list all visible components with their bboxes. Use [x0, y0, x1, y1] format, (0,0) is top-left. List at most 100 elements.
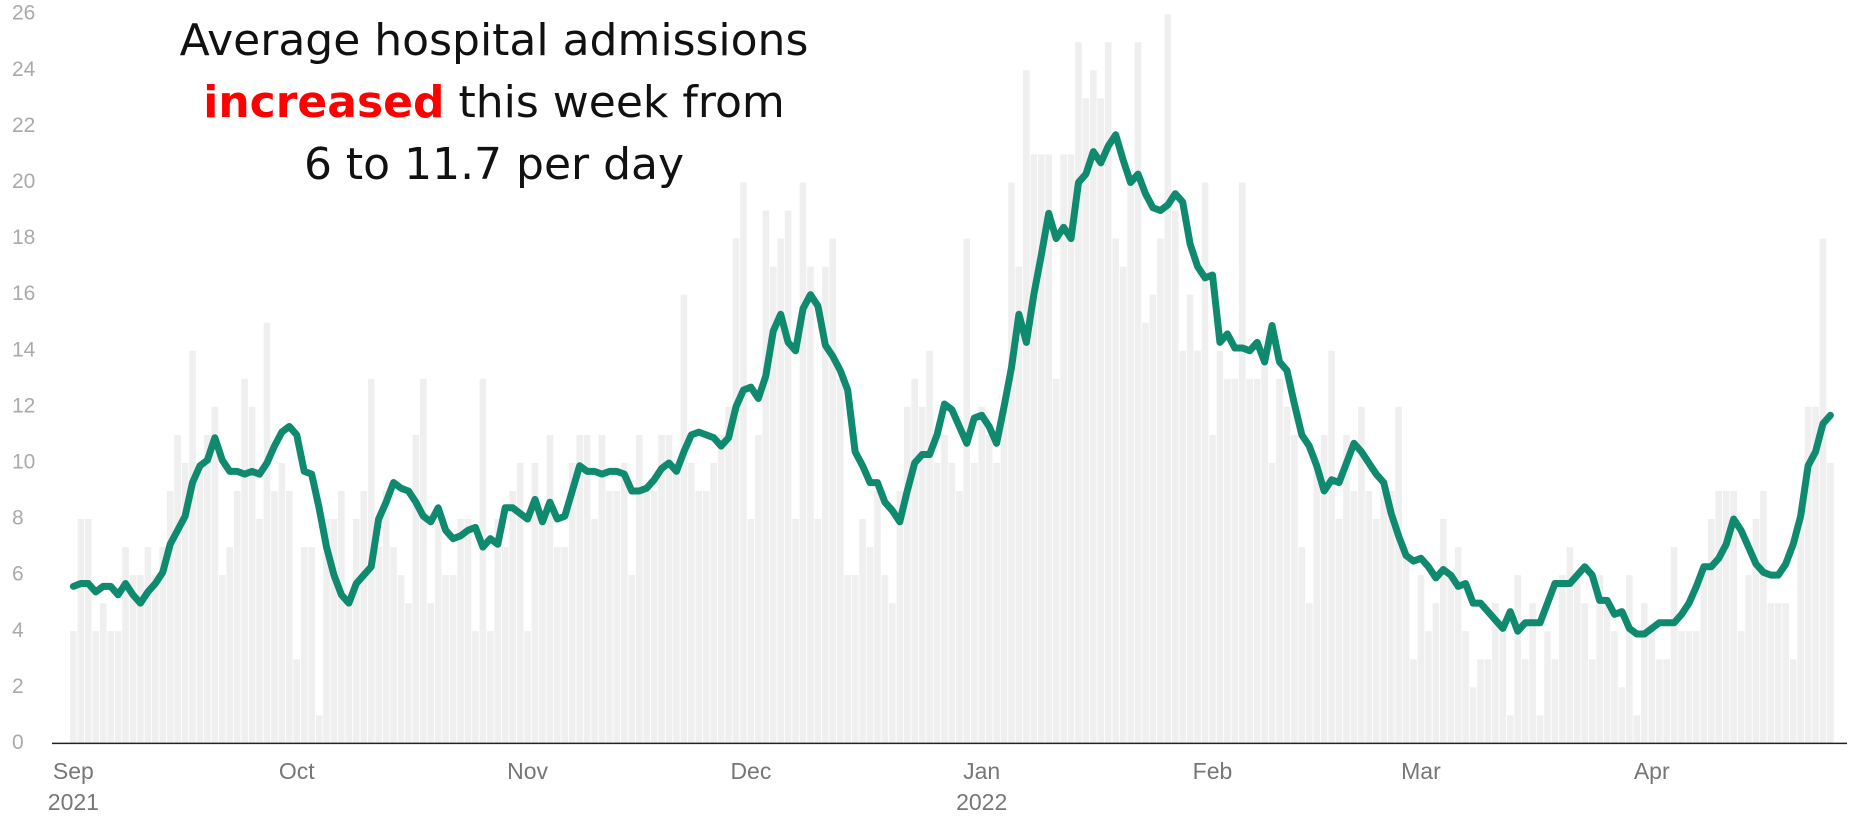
bar — [688, 462, 695, 744]
bar — [1655, 659, 1663, 744]
bar — [1648, 631, 1656, 744]
bar — [189, 350, 196, 744]
y-tick-label: 12 — [12, 394, 35, 417]
y-tick-label: 4 — [12, 619, 24, 642]
bar — [1722, 490, 1730, 744]
y-tick-label: 0 — [12, 731, 24, 754]
bar — [583, 434, 591, 744]
bar — [874, 490, 881, 744]
bar — [859, 519, 866, 744]
bar — [1559, 575, 1566, 744]
bar — [1425, 631, 1432, 744]
bar — [233, 490, 241, 744]
title-line: increased this week from — [44, 72, 944, 134]
bar — [1201, 182, 1209, 744]
bar — [1246, 378, 1254, 744]
bar — [1700, 575, 1708, 744]
y-tick-label: 26 — [12, 2, 35, 25]
bar — [1812, 406, 1819, 744]
bar — [539, 519, 546, 744]
y-tick-label: 2 — [12, 675, 24, 698]
bar — [122, 547, 129, 744]
y-tick-label: 14 — [12, 338, 36, 361]
bar — [1782, 603, 1790, 744]
bar — [1708, 519, 1715, 744]
bar — [650, 490, 658, 744]
bar — [881, 575, 889, 744]
bar — [1737, 631, 1745, 744]
x-tick-label: Jan 2022 — [956, 758, 1008, 815]
bar — [598, 434, 606, 744]
bar — [1529, 603, 1536, 744]
bar — [1328, 350, 1335, 744]
bar — [204, 434, 211, 744]
bar — [1164, 14, 1172, 744]
bar — [926, 350, 933, 744]
y-tick-label: 18 — [12, 226, 35, 249]
bar — [1402, 547, 1410, 744]
bar — [1127, 182, 1134, 744]
bar — [1640, 603, 1648, 744]
bar — [338, 490, 345, 744]
bar — [1224, 378, 1231, 744]
bar — [613, 490, 621, 744]
bar — [241, 378, 248, 744]
title-highlight: increased — [203, 77, 445, 128]
bar — [1298, 547, 1306, 744]
bar — [1305, 603, 1313, 744]
bar — [1104, 42, 1112, 744]
bar — [211, 406, 219, 744]
bar — [1082, 98, 1090, 744]
title-line: Average hospital admissions — [179, 15, 809, 66]
bar — [1603, 603, 1611, 744]
bar — [1045, 154, 1052, 744]
bar — [1261, 350, 1268, 744]
bar — [1685, 631, 1693, 744]
bar — [449, 575, 457, 744]
bar — [807, 266, 814, 744]
bar — [353, 519, 360, 744]
bar — [1030, 154, 1038, 744]
bar — [219, 575, 226, 744]
bar — [717, 434, 725, 744]
bar — [576, 434, 583, 744]
bar — [695, 490, 703, 744]
bar — [702, 490, 710, 744]
bar — [1789, 659, 1797, 744]
bar — [1365, 490, 1373, 744]
bar — [1663, 659, 1670, 744]
bar — [814, 519, 822, 744]
bar — [568, 462, 576, 744]
bar — [792, 519, 799, 744]
x-tick-label: Dec — [730, 758, 772, 784]
bar — [174, 434, 181, 744]
y-tick-label: 10 — [12, 450, 35, 473]
bar — [1023, 70, 1030, 744]
bar — [1231, 378, 1239, 744]
bar — [1588, 659, 1596, 744]
bar — [970, 462, 978, 744]
bar — [1149, 294, 1157, 744]
bar — [1075, 42, 1082, 744]
bar — [985, 434, 993, 744]
bar — [479, 378, 487, 744]
bar — [1544, 631, 1551, 744]
bar — [286, 490, 293, 744]
bar — [181, 462, 189, 744]
bar — [464, 519, 472, 744]
bar — [1670, 547, 1678, 744]
bar — [1209, 434, 1216, 744]
bar — [1343, 434, 1350, 744]
bar — [434, 519, 442, 744]
bar — [635, 434, 643, 744]
bar — [1060, 154, 1067, 744]
bar — [1506, 715, 1514, 744]
bar — [1119, 266, 1127, 744]
bar — [1134, 42, 1142, 744]
bar — [1447, 575, 1455, 744]
bar — [1752, 519, 1760, 744]
bar — [628, 575, 636, 744]
bar — [1216, 350, 1224, 744]
bar — [851, 575, 859, 744]
